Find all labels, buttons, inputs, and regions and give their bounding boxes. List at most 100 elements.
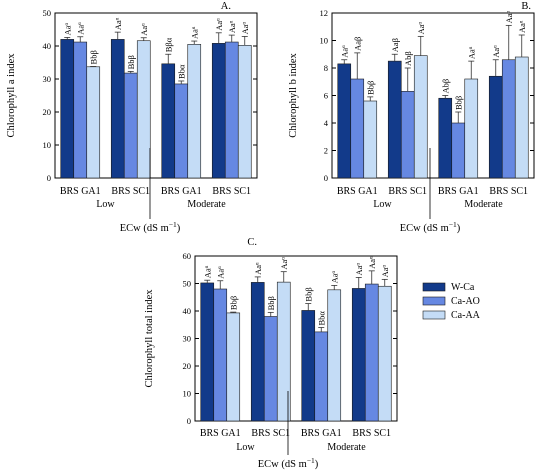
y-tick-label: 20 — [43, 107, 52, 117]
y-tick-label: 2 — [324, 146, 328, 156]
bar-label: Bbβ — [266, 296, 276, 310]
bar-label: Aaᵅ — [329, 271, 339, 284]
bar-label: Aaᵅ — [240, 22, 250, 35]
bar-label: Aaᵅ — [466, 46, 476, 59]
bar-label: Abβ — [403, 51, 413, 66]
y-tick-label: 50 — [43, 8, 52, 18]
bar — [413, 55, 428, 179]
legend-swatch — [422, 310, 446, 320]
panel-label: A. — [221, 1, 231, 12]
bar-label: Aaᵅ — [227, 20, 237, 33]
bar-label: Aaᵅ — [380, 264, 390, 277]
x-axis-title-close: ) — [177, 223, 181, 234]
bar — [387, 60, 402, 179]
category-label: BRS GA1 — [60, 186, 101, 197]
bar-label: Aaᵅ — [214, 18, 224, 31]
bar-label: Aaᵅ — [367, 256, 377, 269]
bar — [224, 41, 239, 179]
bar — [136, 40, 151, 179]
bar — [211, 43, 226, 179]
bar-label: Bbα — [176, 64, 186, 79]
group-label: Moderate — [327, 442, 366, 453]
x-axis-title: ECw (dS m−1) — [258, 456, 319, 470]
legend-label: W-Ca — [451, 282, 475, 293]
bar-label: Aaᵅ — [279, 257, 289, 270]
bar — [337, 63, 352, 179]
plot-frame — [54, 12, 258, 179]
y-tick-label: 10 — [320, 36, 329, 46]
bar — [110, 39, 125, 179]
bar-label: Bbβ — [303, 287, 313, 301]
bar — [377, 285, 392, 422]
group-label: Low — [373, 199, 392, 210]
x-axis-title-base: ECw (dS m — [400, 223, 449, 234]
bar — [161, 63, 176, 179]
group-label: Low — [96, 199, 115, 210]
bar — [514, 56, 529, 179]
bar-label: Aaᵅ — [139, 23, 149, 36]
category-label: BRS SC1 — [212, 186, 251, 197]
category-label: BRS SC1 — [489, 186, 528, 197]
bar — [501, 59, 516, 179]
bar — [327, 289, 342, 422]
y-axis-title: Chlorophyll b index — [288, 52, 299, 137]
panel-label: C. — [247, 237, 257, 248]
bar-label: Aaᵅ — [113, 17, 123, 30]
y-tick-label: 60 — [183, 251, 192, 261]
y-tick-label: 40 — [183, 306, 192, 316]
category-label: BRS GA1 — [200, 428, 241, 439]
category-label: BRS GA1 — [438, 186, 479, 197]
bar-label: Bbβ — [126, 55, 136, 69]
bar-label: Abβ — [440, 79, 450, 94]
bar — [451, 122, 466, 179]
bar — [438, 97, 453, 179]
chart-panel-3: 0 10 20 30 40 50 60 Chlorophyll total index C. Aa… — [144, 237, 398, 470]
bar — [400, 91, 415, 179]
y-axis-title: Chlorophyll total index — [144, 289, 155, 388]
category-label: BRS SC1 — [352, 428, 391, 439]
y-axis-title: Chlorophyll a index — [6, 53, 17, 138]
y-tick-label: 50 — [183, 279, 192, 289]
y-tick-label: 0 — [324, 173, 328, 183]
bar — [464, 78, 479, 179]
bar — [301, 310, 316, 422]
bar-label: Aaβ — [352, 37, 362, 51]
legend-label: Ca-AO — [451, 296, 480, 307]
bar-label: Aaᵅ — [491, 45, 501, 58]
y-tick-label: 40 — [43, 41, 52, 51]
bar-label: Aaᵅ — [416, 21, 426, 34]
bar — [187, 44, 202, 179]
bar-label: Aaᵅ — [517, 20, 527, 33]
y-tick-label: 0 — [47, 173, 51, 183]
x-axis-title: ECw (dS m−1) — [400, 220, 461, 234]
legend-swatch — [422, 282, 446, 292]
bar-label: Aaᵅ — [62, 23, 72, 36]
y-tick-label: 6 — [324, 91, 328, 101]
bar — [86, 66, 101, 179]
y-tick-label: 20 — [183, 361, 192, 371]
x-axis-title-close: ) — [315, 459, 319, 470]
y-tick-label: 10 — [43, 140, 52, 150]
legend-swatch — [422, 296, 446, 306]
bar — [314, 331, 329, 422]
bar-label: Bβα — [163, 37, 173, 52]
y-tick-label: 10 — [183, 389, 192, 399]
bar-label: Aaᵅ — [202, 265, 212, 278]
bar — [213, 288, 228, 422]
bar-label: Aaᵅ — [354, 263, 364, 276]
bar — [60, 39, 75, 179]
x-axis-title-base: ECw (dS m — [258, 459, 307, 470]
bar-label: Aaᵅ — [215, 266, 225, 279]
bar — [174, 83, 189, 179]
x-axis-title-close: ) — [457, 223, 461, 234]
bar-label: Bbβ — [365, 81, 375, 95]
bar-label: Bbβ — [88, 50, 98, 64]
y-tick-label: 4 — [324, 118, 329, 128]
bar — [363, 100, 378, 179]
x-axis-title-exponent: −1 — [307, 456, 315, 465]
x-axis-title-exponent: −1 — [449, 220, 457, 229]
legend: W-Ca Ca-AO Ca-AA — [422, 282, 481, 321]
x-axis-title-exponent: −1 — [169, 220, 177, 229]
